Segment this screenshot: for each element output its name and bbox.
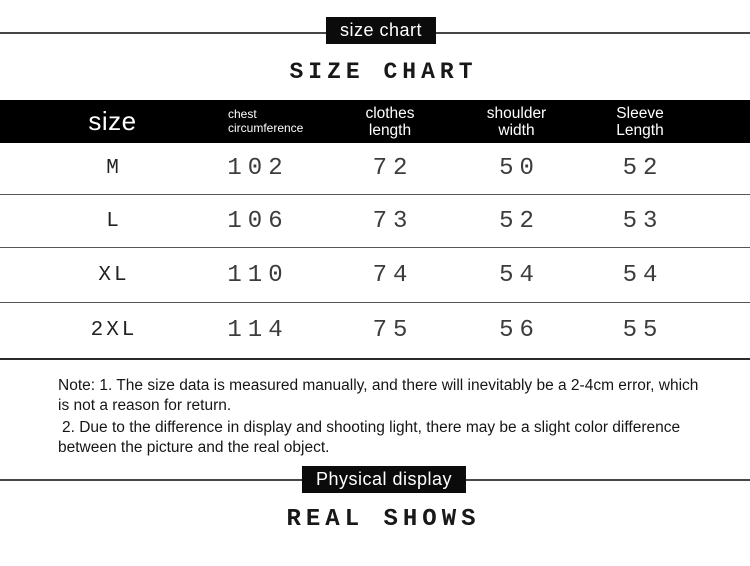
table-row-xl: XL 110 74 54 54	[0, 248, 750, 303]
header-chest-line2: circumference	[228, 120, 304, 135]
size-table-body: M 102 72 50 52 L 106 73 52 53 XL 110 74 …	[0, 143, 750, 360]
chest-value: 110	[227, 261, 289, 289]
header-clothes-line2: length	[368, 121, 412, 139]
chest-value: 106	[227, 207, 289, 235]
note-line-2: is not a reason for return.	[58, 396, 232, 414]
clothes-length-value: 72	[372, 155, 414, 182]
chest-value: 102	[227, 155, 289, 182]
note-line-1: Note: 1. The size data is measured manua…	[58, 377, 699, 394]
header-clothes-length: clothes length	[325, 105, 455, 139]
measurement-notes: Note: 1. The size data is measured manua…	[58, 376, 698, 457]
clothes-length-value: 73	[372, 207, 414, 235]
header-shoulder-line1: shoulder	[486, 104, 547, 122]
table-row-m: M 102 72 50 52	[0, 143, 750, 195]
sleeve-length-value: 55	[622, 317, 664, 344]
real-shows-title: REAL SHOWS	[286, 506, 481, 533]
header-size: size	[88, 106, 137, 136]
physical-display-badge: Physical display	[301, 466, 467, 493]
size-table-header: size chest circumference clothes length …	[0, 100, 750, 143]
note-line-3: 2. Due to the difference in display and …	[62, 419, 681, 436]
note-line-4: between the picture and the real object.	[58, 438, 330, 456]
clothes-length-value: 75	[372, 317, 414, 344]
sleeve-length-value: 53	[622, 207, 664, 235]
header-shoulder-width: shoulder width	[455, 105, 578, 139]
size-label: L	[106, 209, 122, 233]
table-row-l: L 106 73 52 53	[0, 195, 750, 248]
shoulder-width-value: 52	[499, 207, 540, 235]
shoulder-width-value: 54	[499, 261, 540, 289]
header-chest-circumference: chest circumference	[185, 107, 325, 135]
chest-value: 114	[227, 317, 289, 344]
size-chart-badge: size chart	[325, 17, 437, 44]
header-sleeve-line2: Length	[616, 121, 664, 139]
size-chart-title: SIZE CHART	[289, 59, 478, 85]
header-chest-line1: chest	[228, 107, 257, 121]
header-sleeve-line1: Sleeve	[616, 104, 664, 122]
size-label: 2XL	[90, 319, 138, 342]
sleeve-length-value: 52	[622, 155, 664, 182]
sleeve-length-value: 54	[622, 261, 664, 289]
shoulder-width-value: 56	[499, 317, 540, 344]
table-row-2xl: 2XL 114 75 56 55	[0, 303, 750, 360]
size-label: M	[106, 157, 122, 180]
clothes-length-value: 74	[372, 261, 414, 289]
shoulder-width-value: 50	[499, 155, 540, 182]
header-shoulder-line2: width	[498, 121, 535, 139]
size-label: XL	[98, 263, 130, 287]
header-sleeve-length: Sleeve Length	[578, 105, 750, 139]
header-clothes-line1: clothes	[365, 104, 415, 122]
